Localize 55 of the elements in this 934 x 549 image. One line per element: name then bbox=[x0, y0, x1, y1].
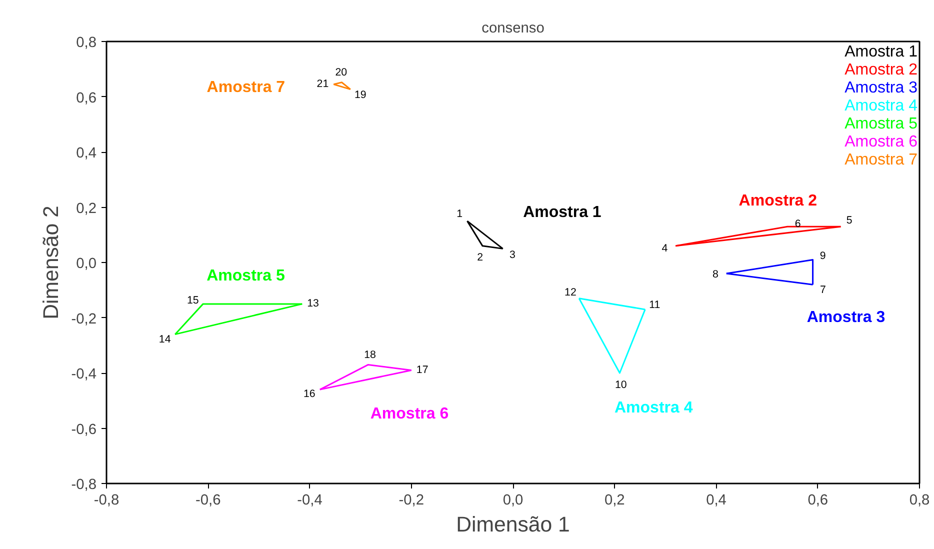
x-axis-title: Dimensão 1 bbox=[456, 512, 570, 536]
annotation: 17 bbox=[416, 364, 428, 376]
annotation: Amostra 7 bbox=[206, 78, 286, 96]
annotation: 2 bbox=[477, 252, 484, 264]
annotation: 15 bbox=[187, 294, 199, 307]
annotation: 4 bbox=[662, 242, 668, 254]
annotation: 11 bbox=[649, 298, 660, 311]
y-tick-label: 0,2 bbox=[76, 200, 96, 217]
x-tick-label: 0,8 bbox=[909, 492, 930, 508]
y-tick-label: 0,0 bbox=[76, 256, 96, 272]
x-tick-label: 0,0 bbox=[502, 492, 524, 508]
text: Amostra 4 bbox=[844, 98, 918, 114]
x-tick-label: 0,4 bbox=[706, 492, 726, 508]
annotation: 18 bbox=[364, 348, 376, 361]
y-tick-label: -0,4 bbox=[71, 366, 97, 382]
y-tick-label: -0,2 bbox=[71, 311, 97, 328]
text: Amostra 2 bbox=[844, 62, 918, 78]
annotation: 12 bbox=[564, 286, 576, 299]
annotation: Amostra 1 bbox=[523, 204, 602, 222]
annotation: 1 bbox=[456, 208, 463, 220]
annotation: Amostra 5 bbox=[206, 268, 285, 285]
text: Amostra 6 bbox=[844, 134, 918, 150]
annotation: 5 bbox=[846, 214, 852, 227]
annotation: 7 bbox=[820, 284, 826, 296]
annotation: Amostra 4 bbox=[614, 399, 693, 416]
chart-title: consenso bbox=[482, 20, 544, 36]
text: Amostra 3 bbox=[844, 80, 918, 96]
annotation: Amostra 6 bbox=[370, 405, 449, 422]
annotation: 3 bbox=[510, 248, 516, 261]
annotation: 8 bbox=[712, 268, 718, 281]
x-tick-label: 0,6 bbox=[808, 492, 828, 508]
annotation: 21 bbox=[316, 78, 329, 90]
x-tick-label: -0,2 bbox=[398, 492, 424, 508]
y-tick-label: 0,6 bbox=[76, 90, 96, 106]
annotation: 10 bbox=[614, 378, 627, 391]
text: Amostra 5 bbox=[844, 116, 918, 132]
x-tick-label: -0,4 bbox=[297, 492, 322, 508]
annotation: 16 bbox=[304, 388, 316, 400]
y-tick-label: -0,8 bbox=[71, 477, 97, 493]
y-tick-label: 0,8 bbox=[76, 35, 96, 51]
x-tick-label: 0,2 bbox=[604, 492, 625, 508]
annotation: Amostra 3 bbox=[806, 309, 886, 326]
y-tick-label: -0,6 bbox=[71, 422, 97, 438]
annotation: Amostra 2 bbox=[738, 192, 818, 210]
y-tick-label: 0,4 bbox=[76, 146, 96, 162]
text: Amostra 7 bbox=[844, 152, 918, 168]
annotation: 19 bbox=[354, 88, 366, 101]
x-tick-label: -0,6 bbox=[196, 492, 221, 508]
annotation: 20 bbox=[335, 66, 348, 78]
y-axis-title: Dimensão 2 bbox=[39, 206, 64, 320]
x-tick-label: -0,8 bbox=[94, 492, 120, 508]
annotation: 14 bbox=[158, 333, 171, 346]
text: Amostra 1 bbox=[844, 44, 918, 60]
annotation: 9 bbox=[820, 250, 826, 262]
annotation: 13 bbox=[307, 297, 320, 310]
